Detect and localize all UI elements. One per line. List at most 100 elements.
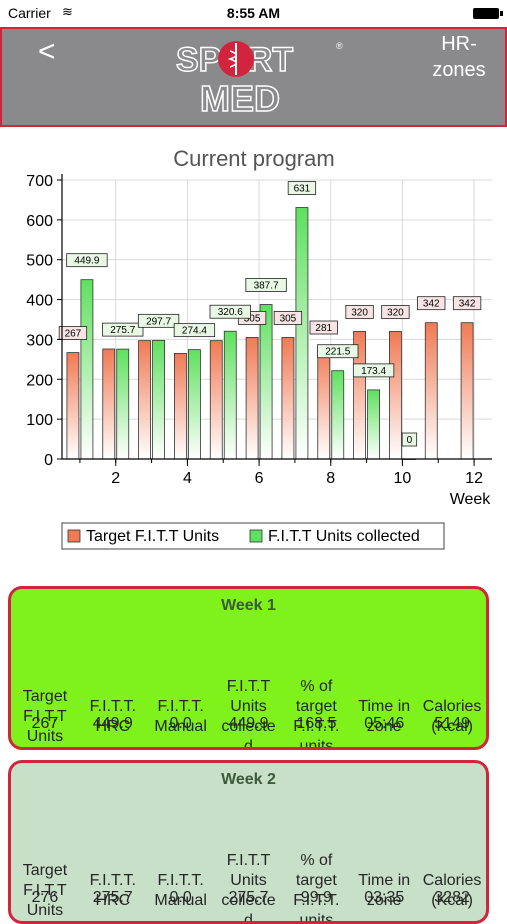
data-label-text: 320 [387, 307, 404, 318]
value-collected: 275.7 [228, 889, 269, 906]
x-tick-label: 12 [465, 470, 483, 487]
data-label-text: 449.9 [74, 256, 99, 267]
data-label-text: 387.7 [254, 280, 279, 291]
data-label-text: 305 [244, 313, 261, 324]
bar-target [174, 352, 187, 460]
value-hrc: 275.7 [92, 889, 133, 906]
data-label-collected: 320.6 [209, 304, 251, 319]
data-label-target: 320 [345, 305, 374, 319]
back-button[interactable]: < [38, 35, 56, 68]
data-label-text: 275.7 [110, 325, 135, 336]
value-percent: 99.9 [300, 889, 332, 906]
y-tick-label: 100 [26, 412, 53, 429]
bar-target [281, 337, 295, 460]
data-label-box [401, 432, 418, 447]
data-label-box [317, 344, 359, 359]
value-manual: 0.0 [169, 889, 192, 906]
data-label-collected: 631 [287, 181, 317, 195]
x-tick-label: 10 [394, 470, 412, 487]
data-label-box [245, 278, 287, 292]
data-label-box [58, 326, 88, 340]
program-chart: Current program 267 305 305 281 320 320 342 342… [26, 146, 492, 550]
week-title: Week 2 [221, 771, 276, 788]
data-label-box [417, 296, 446, 311]
legend-label-target: Target F.I.T.T Units [86, 528, 219, 545]
col-collected: F.I.T.T Units collecte d [221, 852, 276, 924]
x-tick-label: 4 [183, 470, 192, 487]
data-label-collected: 0 [401, 432, 418, 447]
data-label-box [309, 320, 338, 335]
bar-target [66, 352, 80, 460]
y-tick-label: 200 [26, 372, 53, 389]
data-label-target: 342 [417, 296, 446, 311]
data-label-collected: 221.5 [317, 344, 359, 359]
x-axis-label: Week [450, 491, 492, 508]
bar-collected [116, 348, 130, 460]
data-label-box [173, 323, 216, 338]
bar-target [102, 348, 116, 460]
data-label-target: 267 [58, 326, 88, 340]
data-label-collected: 274.4 [173, 323, 216, 338]
data-label-target: 342 [452, 296, 482, 311]
week-values: 276 275.7 0.0 275.7 99.9 03:35 3282 [11, 889, 486, 907]
data-label-text: 342 [459, 299, 476, 310]
data-label-box [352, 363, 395, 378]
data-label-box [452, 296, 482, 311]
y-tick-label: 500 [26, 253, 53, 270]
value-calories: 5149 [434, 715, 470, 732]
bar-target [245, 337, 259, 460]
y-tick-label: 300 [26, 332, 53, 349]
legend-swatch-collected [249, 529, 263, 543]
col-target: Target F.I.T.T Units [22, 688, 68, 745]
bar-collected [80, 279, 94, 460]
status-bar: Carrier ≋ 8:55 AM [0, 0, 507, 27]
data-label-box [137, 313, 180, 328]
data-label-collected: 275.7 [102, 322, 144, 337]
legend-swatch-target [67, 529, 81, 543]
bar-target [424, 322, 438, 460]
y-tick-label: 400 [26, 293, 53, 310]
data-label-text: 274.4 [182, 326, 207, 337]
bar-collected [331, 370, 345, 460]
svg-text:®: ® [336, 41, 343, 51]
data-label-text: 320 [351, 307, 368, 318]
week-values: 267 449.9 0.0 449.9 168.5 05:46 5149 [11, 715, 486, 733]
bar-collected [367, 389, 380, 460]
value-collected: 449.9 [228, 715, 269, 732]
value-hrc: 449.9 [92, 715, 133, 732]
col-manual: F.I.T.T. Manual [154, 698, 207, 735]
bar-collected [295, 207, 309, 460]
bar-collected [223, 330, 237, 460]
hr-zones-button[interactable]: HR-zones [432, 33, 486, 81]
col-percent: % of target F.I.T.T. units [293, 852, 340, 924]
col-time: Time in zone [358, 698, 411, 735]
value-time: 05:46 [364, 715, 405, 732]
value-target: 267 [31, 715, 59, 732]
data-label-box [209, 304, 251, 319]
data-label-text: 281 [315, 323, 332, 334]
x-tick-label: 6 [255, 470, 264, 487]
data-label-text: 267 [65, 329, 82, 340]
data-label-text: 221.5 [325, 347, 350, 358]
logo-text-bottom: MED [200, 78, 280, 117]
week-card: Week 2 Target F.I.T.T Units F.I.T.T. HRC F.… [8, 760, 489, 924]
data-label-box [273, 311, 303, 325]
y-tick-label: 700 [26, 173, 53, 190]
col-percent: % of target F.I.T.T. units [293, 678, 340, 750]
data-label-target: 320 [381, 305, 410, 319]
week-headers: Target F.I.T.T Units F.I.T.T. HRC F.I.T.T. M… [11, 629, 486, 750]
data-label-text: 305 [280, 313, 297, 324]
value-percent: 168.5 [296, 715, 337, 732]
bar-collected [259, 304, 273, 460]
bar-collected [188, 349, 201, 460]
bar-target [209, 340, 223, 460]
carrier-label: Carrier [8, 5, 51, 21]
col-target: Target F.I.T.T Units [22, 862, 68, 919]
data-label-box [66, 253, 108, 268]
data-label-text: 0 [407, 435, 413, 446]
data-label-text: 631 [294, 184, 311, 195]
bar-target [138, 340, 151, 460]
data-label-target: 281 [309, 320, 338, 335]
data-label-collected: 449.9 [66, 253, 108, 268]
chart-title: Current program [173, 146, 334, 171]
